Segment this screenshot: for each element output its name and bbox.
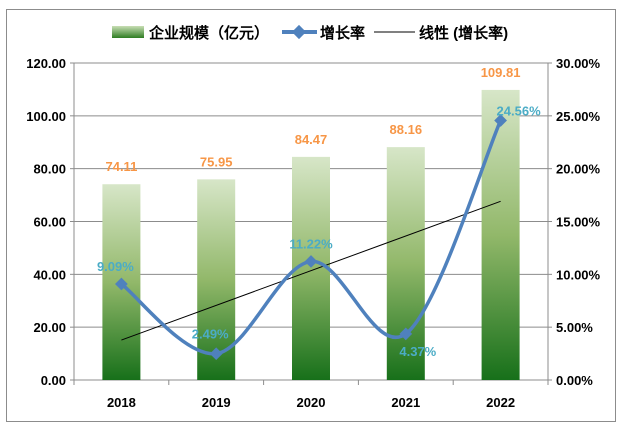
diamond-marker xyxy=(494,114,507,127)
bar-data-label: 88.16 xyxy=(390,122,423,137)
diamond-marker xyxy=(209,347,223,361)
growth-line xyxy=(120,119,503,356)
left-tick-label: 120.00 xyxy=(26,56,66,71)
left-tick-label: 40.00 xyxy=(33,267,66,282)
x-tick-label: 2022 xyxy=(486,395,515,410)
left-tick-label: 20.00 xyxy=(33,320,66,335)
legend-bar-swatch xyxy=(112,26,144,38)
left-tick-label: 80.00 xyxy=(33,162,66,177)
legend-diamond-marker xyxy=(291,24,307,40)
right-tick-label: 0.00% xyxy=(556,373,593,388)
legend-line-label: 增长率 xyxy=(320,24,365,42)
diamond-marker xyxy=(399,327,413,341)
right-tick-label: 30.00% xyxy=(556,56,601,71)
trendline xyxy=(121,200,501,341)
right-tick-label: 25.00% xyxy=(556,109,601,124)
legend-bar-label: 企业规模（亿元） xyxy=(148,24,269,42)
line-data-label: 4.37% xyxy=(399,344,436,359)
right-tick-label: 20.00% xyxy=(556,162,601,177)
right-tick-label: 5.00% xyxy=(556,320,593,335)
x-tick-label: 2018 xyxy=(107,395,136,410)
bar xyxy=(386,147,425,380)
legend-trend-label: 线性 (增长率) xyxy=(419,24,508,42)
bar-data-label: 75.95 xyxy=(200,154,233,169)
bar-data-label: 74.11 xyxy=(105,159,137,174)
diamond-marker xyxy=(115,277,128,291)
line-data-label: 11.22% xyxy=(289,236,333,251)
x-tick-label: 2021 xyxy=(391,395,420,410)
legend: 企业规模（亿元） 增长率 线性 (增长率) xyxy=(112,24,508,42)
right-tick-label: 10.00% xyxy=(556,267,601,282)
bar-data-label: 109.81 xyxy=(481,65,521,80)
left-tick-label: 0.00 xyxy=(41,373,66,388)
x-tick-label: 2020 xyxy=(297,395,326,410)
right-tick-label: 15.00% xyxy=(556,215,601,230)
left-tick-label: 60.00 xyxy=(33,215,66,230)
diamond-marker xyxy=(304,255,318,268)
line-data-label: 2.49% xyxy=(192,327,229,342)
line-data-label: 24.56% xyxy=(497,103,542,118)
x-tick-label: 2019 xyxy=(202,395,231,410)
line-data-label: 9.09% xyxy=(97,259,134,274)
bar-data-label: 84.47 xyxy=(295,132,328,147)
left-tick-label: 100.00 xyxy=(26,109,66,124)
bar xyxy=(481,89,520,381)
